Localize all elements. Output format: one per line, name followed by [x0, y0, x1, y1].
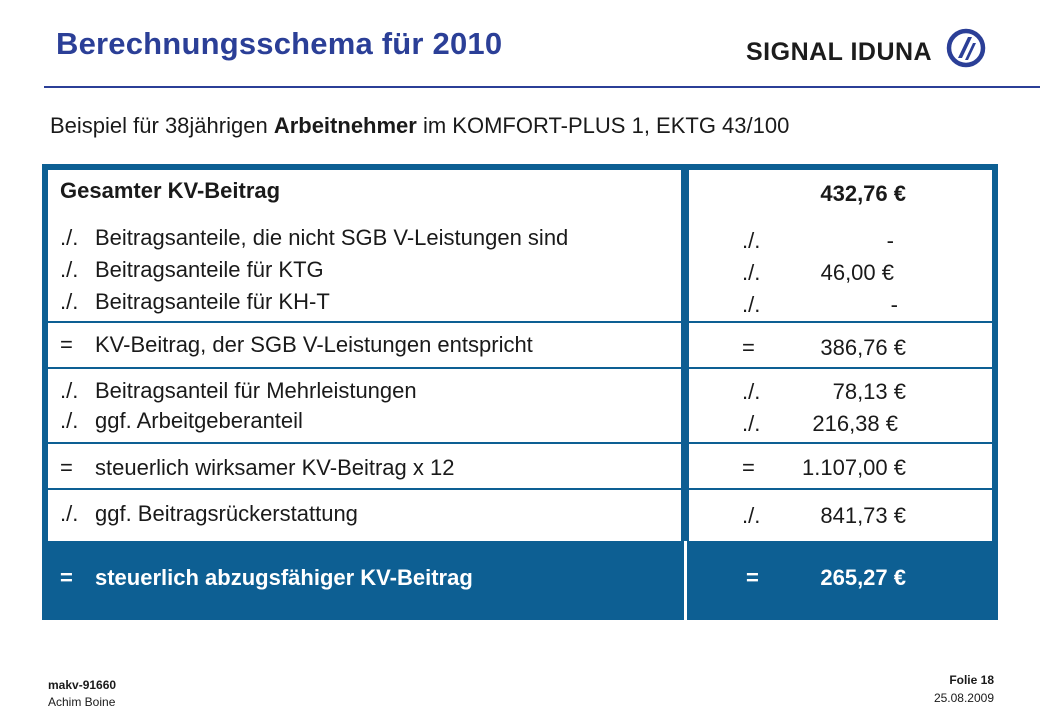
- row-value-effective-premium: 1.107,00 €: [802, 455, 906, 480]
- author-name: Achim Boine: [48, 695, 116, 709]
- calculation-table: Gesamter KV-Beitrag 432,76 € ./. Beitrag…: [42, 164, 998, 620]
- row-operator: ./.: [60, 378, 79, 403]
- row-label-additional-benefits: Beitragsanteil für Mehrleistungen: [95, 378, 417, 403]
- value-operator: ./.: [742, 379, 761, 404]
- row-label-total-premium: Gesamter KV-Beitrag: [60, 178, 281, 203]
- label-column: [48, 170, 681, 541]
- slide-title: Berechnungsschema für 2010: [56, 26, 503, 61]
- row-value-employer-share: 216,38 €: [812, 411, 898, 436]
- slide-date: 25.08.2009: [933, 691, 994, 705]
- row-divider: [48, 367, 992, 369]
- row-value-non-sgb-shares: -: [886, 228, 894, 253]
- row-operator: ./.: [60, 257, 79, 282]
- value-operator: ./.: [742, 411, 761, 436]
- row-label-non-sgb-shares: Beitragsanteile, die nicht SGB V-Leistun…: [95, 225, 569, 250]
- row-operator: ./.: [60, 408, 79, 433]
- value-operator: ./.: [742, 228, 761, 253]
- result-operator: =: [60, 565, 73, 590]
- example-description: Beispiel für 38jährigen Arbeitnehmer im …: [50, 113, 789, 139]
- value-column: [689, 170, 992, 541]
- row-value-ktg-shares: 46,00 €: [820, 260, 894, 285]
- value-operator: =: [742, 455, 755, 480]
- slide-number: Folie 18: [949, 673, 994, 687]
- row-operator: ./.: [60, 289, 79, 314]
- row-divider: [48, 321, 992, 323]
- row-operator: ./.: [60, 501, 79, 526]
- subtitle-emphasis: Arbeitnehmer: [273, 113, 417, 138]
- document-id: makv-91660: [48, 678, 117, 692]
- row-label-kht-shares: Beitragsanteile für KH-T: [95, 289, 330, 314]
- value-operator: ./.: [742, 260, 761, 285]
- row-label-premium-refund: ggf. Beitragsrückerstattung: [95, 501, 358, 526]
- subtitle-prefix: Beispiel für 38jährigen: [50, 113, 274, 138]
- row-label-sgb-premium: KV-Beitrag, der SGB V-Leistungen entspri…: [95, 332, 533, 357]
- logo-wordmark: SIGNAL IDUNA: [746, 37, 933, 66]
- result-label-deductible-premium: steuerlich abzugsfähiger KV-Beitrag: [95, 565, 473, 590]
- title-underline: [44, 86, 1040, 88]
- result-value-deductible-premium: 265,27 €: [820, 565, 906, 590]
- row-label-effective-premium: steuerlich wirksamer KV-Beitrag x 12: [95, 455, 455, 480]
- row-value-additional-benefits: 78,13 €: [832, 379, 906, 404]
- row-label-ktg-shares: Beitragsanteile für KTG: [95, 257, 324, 282]
- result-value-operator: =: [746, 565, 759, 590]
- value-operator: ./.: [742, 292, 761, 317]
- row-operator: ./.: [60, 225, 79, 250]
- company-logo: SIGNAL IDUNA: [746, 28, 986, 72]
- row-divider: [48, 442, 992, 444]
- row-value-sgb-premium: 386,76 €: [820, 335, 906, 360]
- column-separator: [684, 541, 687, 620]
- value-operator: ./.: [742, 503, 761, 528]
- row-operator: =: [60, 455, 73, 480]
- row-value-kht-shares: -: [890, 292, 898, 317]
- value-operator: =: [742, 335, 755, 360]
- row-value-premium-refund: 841,73 €: [820, 503, 906, 528]
- row-value-total-premium: 432,76 €: [820, 181, 906, 206]
- row-divider: [48, 488, 992, 490]
- signal-iduna-logo-icon: [946, 28, 986, 73]
- subtitle-suffix: im KOMFORT-PLUS 1, EKTG 43/100: [416, 113, 790, 138]
- row-operator: =: [60, 332, 73, 357]
- row-label-employer-share: ggf. Arbeitgeberanteil: [95, 408, 303, 433]
